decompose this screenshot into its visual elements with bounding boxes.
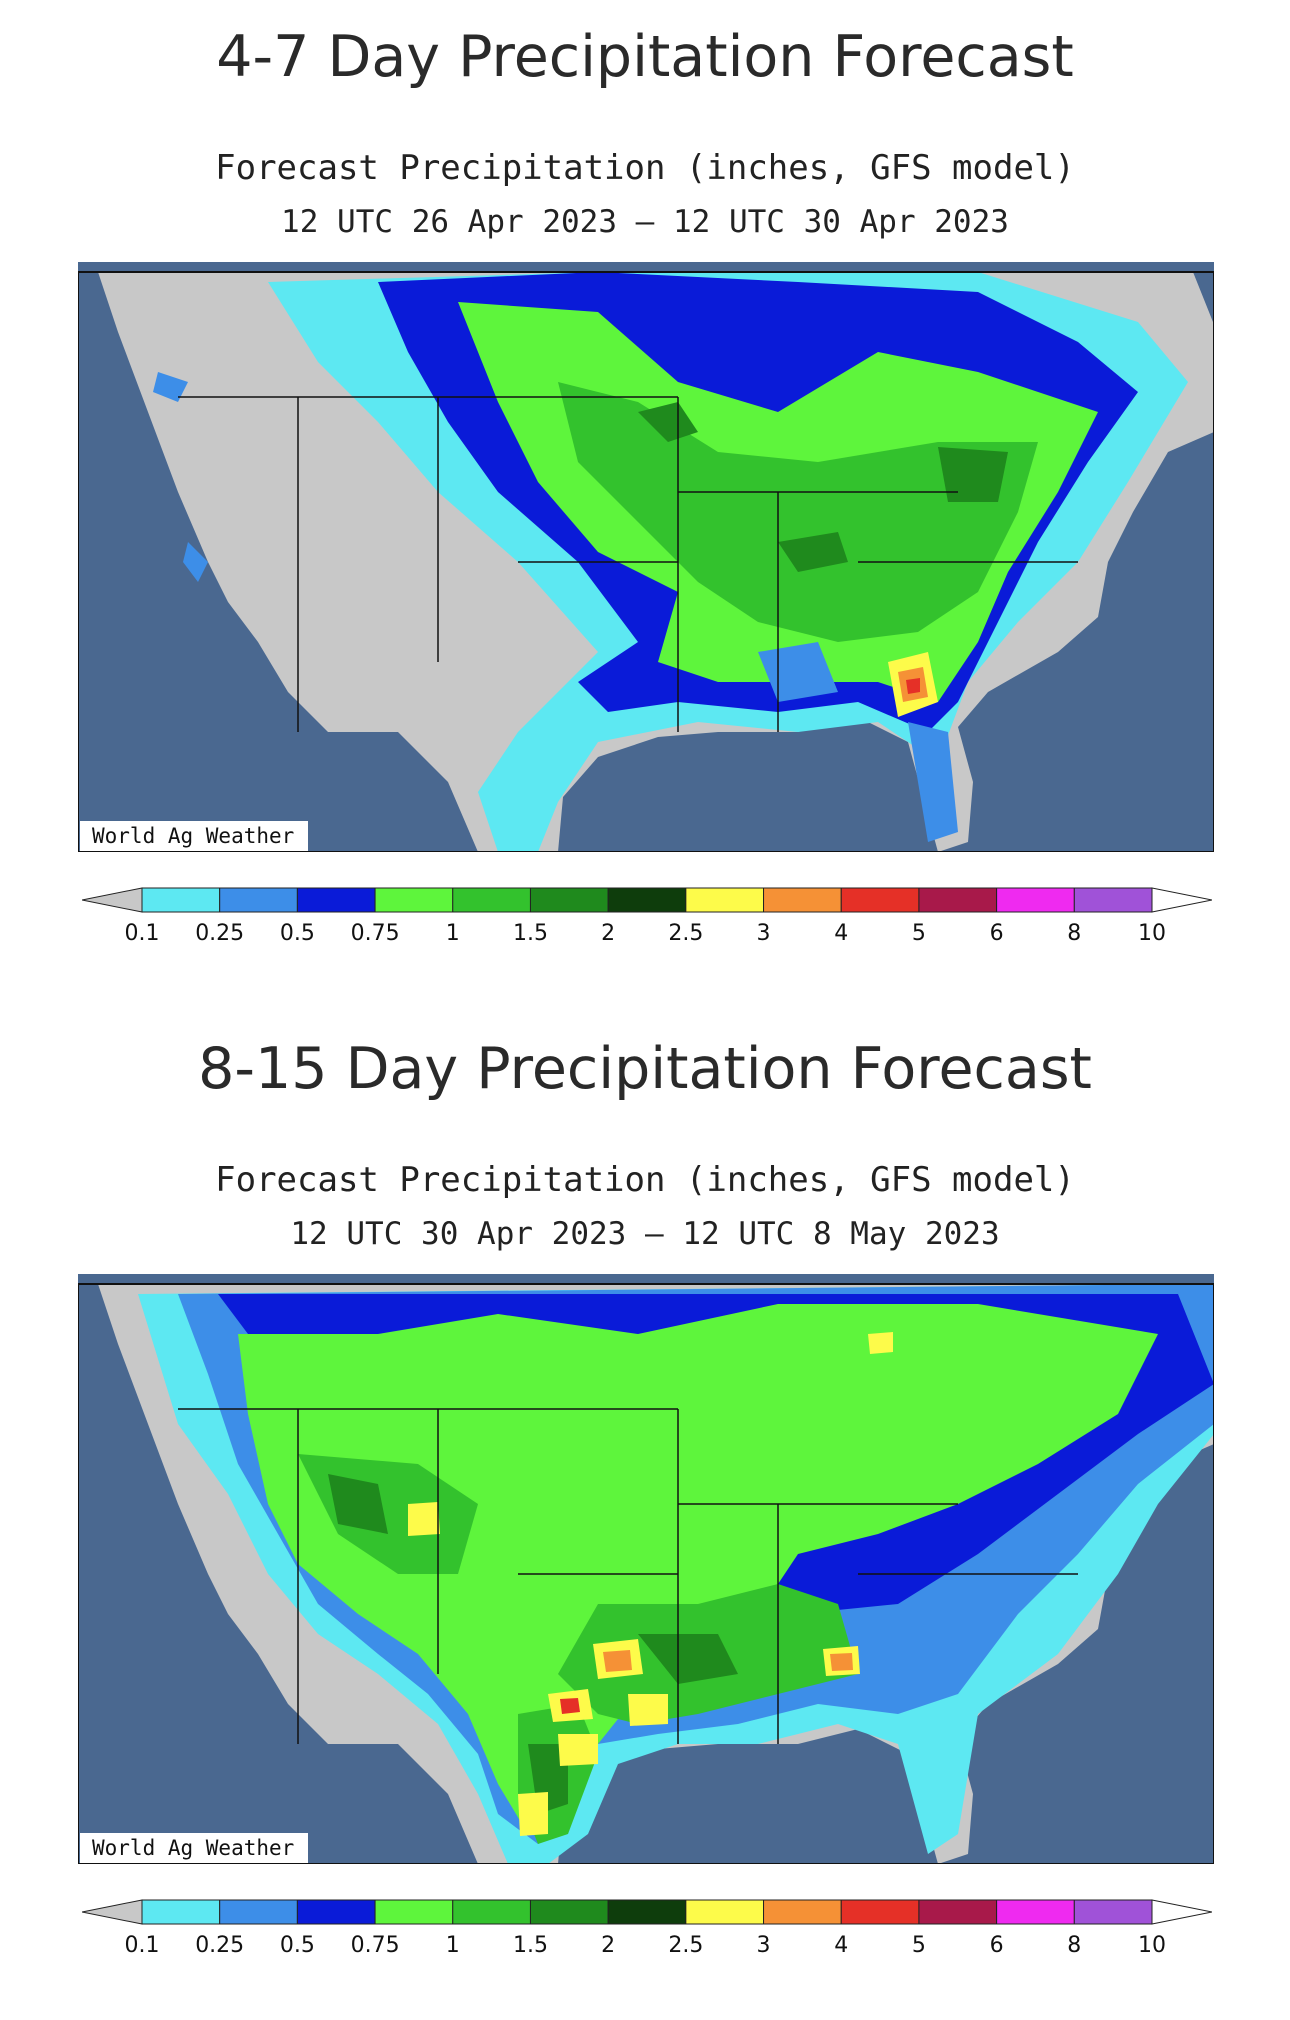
forecast-section-8-15: 8-15 Day Precipitation Forecast Forecast… (0, 1012, 1290, 2020)
colorbar-tick-label: 0.1 (125, 921, 160, 946)
precipitation-map (78, 1274, 1214, 1864)
colorbar-swatch (996, 1899, 1075, 1925)
map-credit: World Ag Weather (80, 1833, 309, 1863)
colorbar-tick-label: 5 (912, 1933, 926, 1958)
colorbar-tick-label: 10 (1138, 1933, 1166, 1958)
colorbar-end-low (81, 887, 143, 913)
colorbar-swatch (685, 887, 765, 913)
colorbar-tick-label: 8 (1067, 921, 1081, 946)
section-title: 4-7 Day Precipitation Forecast (216, 24, 1074, 90)
colorbar-tick-label: 8 (1067, 1933, 1081, 1958)
colorbar-tick-label: 6 (990, 1933, 1004, 1958)
colorbar-swatch (918, 887, 998, 913)
colorbar-swatch (840, 1899, 920, 1925)
colorbar-swatch (141, 887, 221, 913)
colorbar-tick-label: 2 (601, 921, 615, 946)
colorbar-swatch (996, 887, 1075, 913)
section-title: 8-15 Day Precipitation Forecast (198, 1036, 1092, 1102)
colorbar-labels: 0.1 0.25 0.5 0.75 1 1.5 2 2.5 3 4 5 6 8 10 (125, 1933, 1167, 1958)
colorbar-end-high (1151, 1899, 1213, 1925)
colorbar-tick-label: 0.5 (280, 921, 315, 946)
colorbar-swatch (219, 887, 298, 913)
colorbar-swatches (81, 1899, 1213, 1925)
precipitation-colorbar: 0.1 0.25 0.5 0.75 1 1.5 2 2.5 3 4 5 6 8 10 (81, 876, 1213, 966)
colorbar-swatch (529, 1899, 609, 1925)
map-period: 12 UTC 30 Apr 2023 – 12 UTC 8 May 2023 (290, 1216, 1000, 1252)
colorbar-tick-label: 0.25 (195, 921, 244, 946)
colorbar-tick-label: 3 (757, 921, 771, 946)
colorbar-swatch (529, 887, 609, 913)
forecast-section-4-7: 4-7 Day Precipitation Forecast Forecast … (0, 0, 1290, 1008)
colorbar-tick-label: 1 (446, 921, 460, 946)
colorbar-swatch (452, 1899, 531, 1925)
colorbar-swatch (452, 887, 531, 913)
colorbar-tick-label: 1.5 (513, 1933, 548, 1958)
colorbar-tick-label: 3 (757, 1933, 771, 1958)
colorbar-tick-label: 2 (601, 1933, 615, 1958)
colorbar-swatch (685, 1899, 765, 1925)
colorbar-tick-label: 2.5 (668, 921, 703, 946)
map-subtitle: Forecast Precipitation (inches, GFS mode… (215, 148, 1075, 188)
colorbar-swatch (141, 1899, 221, 1925)
colorbar-tick-label: 0.5 (280, 1933, 315, 1958)
map-period: 12 UTC 26 Apr 2023 – 12 UTC 30 Apr 2023 (281, 204, 1009, 240)
colorbar-labels: 0.1 0.25 0.5 0.75 1 1.5 2 2.5 3 4 5 6 8 10 (125, 921, 1167, 946)
colorbar-tick-label: 2.5 (668, 1933, 703, 1958)
colorbar-end-low (81, 1899, 143, 1925)
colorbar-swatch (607, 887, 687, 913)
colorbar-swatch (219, 1899, 298, 1925)
colorbar-swatch (918, 1899, 998, 1925)
colorbar-tick-label: 4 (834, 1933, 848, 1958)
colorbar-tick-label: 10 (1138, 921, 1166, 946)
colorbar-swatch (840, 887, 920, 913)
colorbar-swatch (1073, 1899, 1153, 1925)
colorbar-tick-label: 1 (446, 1933, 460, 1958)
colorbar-tick-label: 6 (990, 921, 1004, 946)
colorbar-tick-label: 0.25 (195, 1933, 244, 1958)
colorbar-tick-label: 4 (834, 921, 848, 946)
colorbar-swatch (763, 887, 842, 913)
colorbar-swatch (374, 887, 454, 913)
precipitation-map (78, 262, 1214, 852)
colorbar-swatch (374, 1899, 454, 1925)
map-subtitle: Forecast Precipitation (inches, GFS mode… (215, 1160, 1075, 1200)
colorbar-tick-label: 0.1 (125, 1933, 160, 1958)
colorbar-swatch (296, 1899, 376, 1925)
colorbar-swatch (1073, 887, 1153, 913)
colorbar-tick-label: 0.75 (351, 921, 400, 946)
colorbar-swatch (607, 1899, 687, 1925)
colorbar-end-high (1151, 887, 1213, 913)
colorbar-tick-label: 5 (912, 921, 926, 946)
colorbar-swatch (296, 887, 376, 913)
colorbar-swatch (763, 1899, 842, 1925)
colorbar-tick-label: 1.5 (513, 921, 548, 946)
precipitation-colorbar: 0.1 0.25 0.5 0.75 1 1.5 2 2.5 3 4 5 6 8 10 (81, 1888, 1213, 1978)
colorbar-swatches (81, 887, 1213, 913)
map-credit: World Ag Weather (80, 821, 309, 851)
colorbar-tick-label: 0.75 (351, 1933, 400, 1958)
